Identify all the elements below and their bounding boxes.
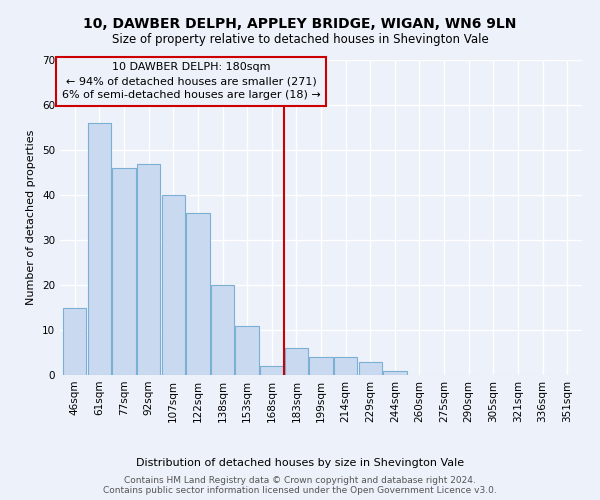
Bar	[260, 366, 283, 375]
Bar	[112, 168, 136, 375]
Bar	[161, 195, 185, 375]
Bar	[235, 326, 259, 375]
Text: Contains public sector information licensed under the Open Government Licence v3: Contains public sector information licen…	[103, 486, 497, 495]
Text: Size of property relative to detached houses in Shevington Vale: Size of property relative to detached ho…	[112, 32, 488, 46]
Bar	[334, 357, 358, 375]
Bar	[383, 370, 407, 375]
Y-axis label: Number of detached properties: Number of detached properties	[26, 130, 37, 305]
Bar	[186, 213, 209, 375]
Bar	[88, 123, 111, 375]
Text: Contains HM Land Registry data © Crown copyright and database right 2024.: Contains HM Land Registry data © Crown c…	[124, 476, 476, 485]
Bar	[211, 285, 234, 375]
Text: 10, DAWBER DELPH, APPLEY BRIDGE, WIGAN, WN6 9LN: 10, DAWBER DELPH, APPLEY BRIDGE, WIGAN, …	[83, 18, 517, 32]
Bar	[359, 362, 382, 375]
Text: 10 DAWBER DELPH: 180sqm
← 94% of detached houses are smaller (271)
6% of semi-de: 10 DAWBER DELPH: 180sqm ← 94% of detache…	[62, 62, 320, 100]
Text: Distribution of detached houses by size in Shevington Vale: Distribution of detached houses by size …	[136, 458, 464, 468]
Bar	[284, 348, 308, 375]
Bar	[137, 164, 160, 375]
Bar	[63, 308, 86, 375]
Bar	[310, 357, 332, 375]
